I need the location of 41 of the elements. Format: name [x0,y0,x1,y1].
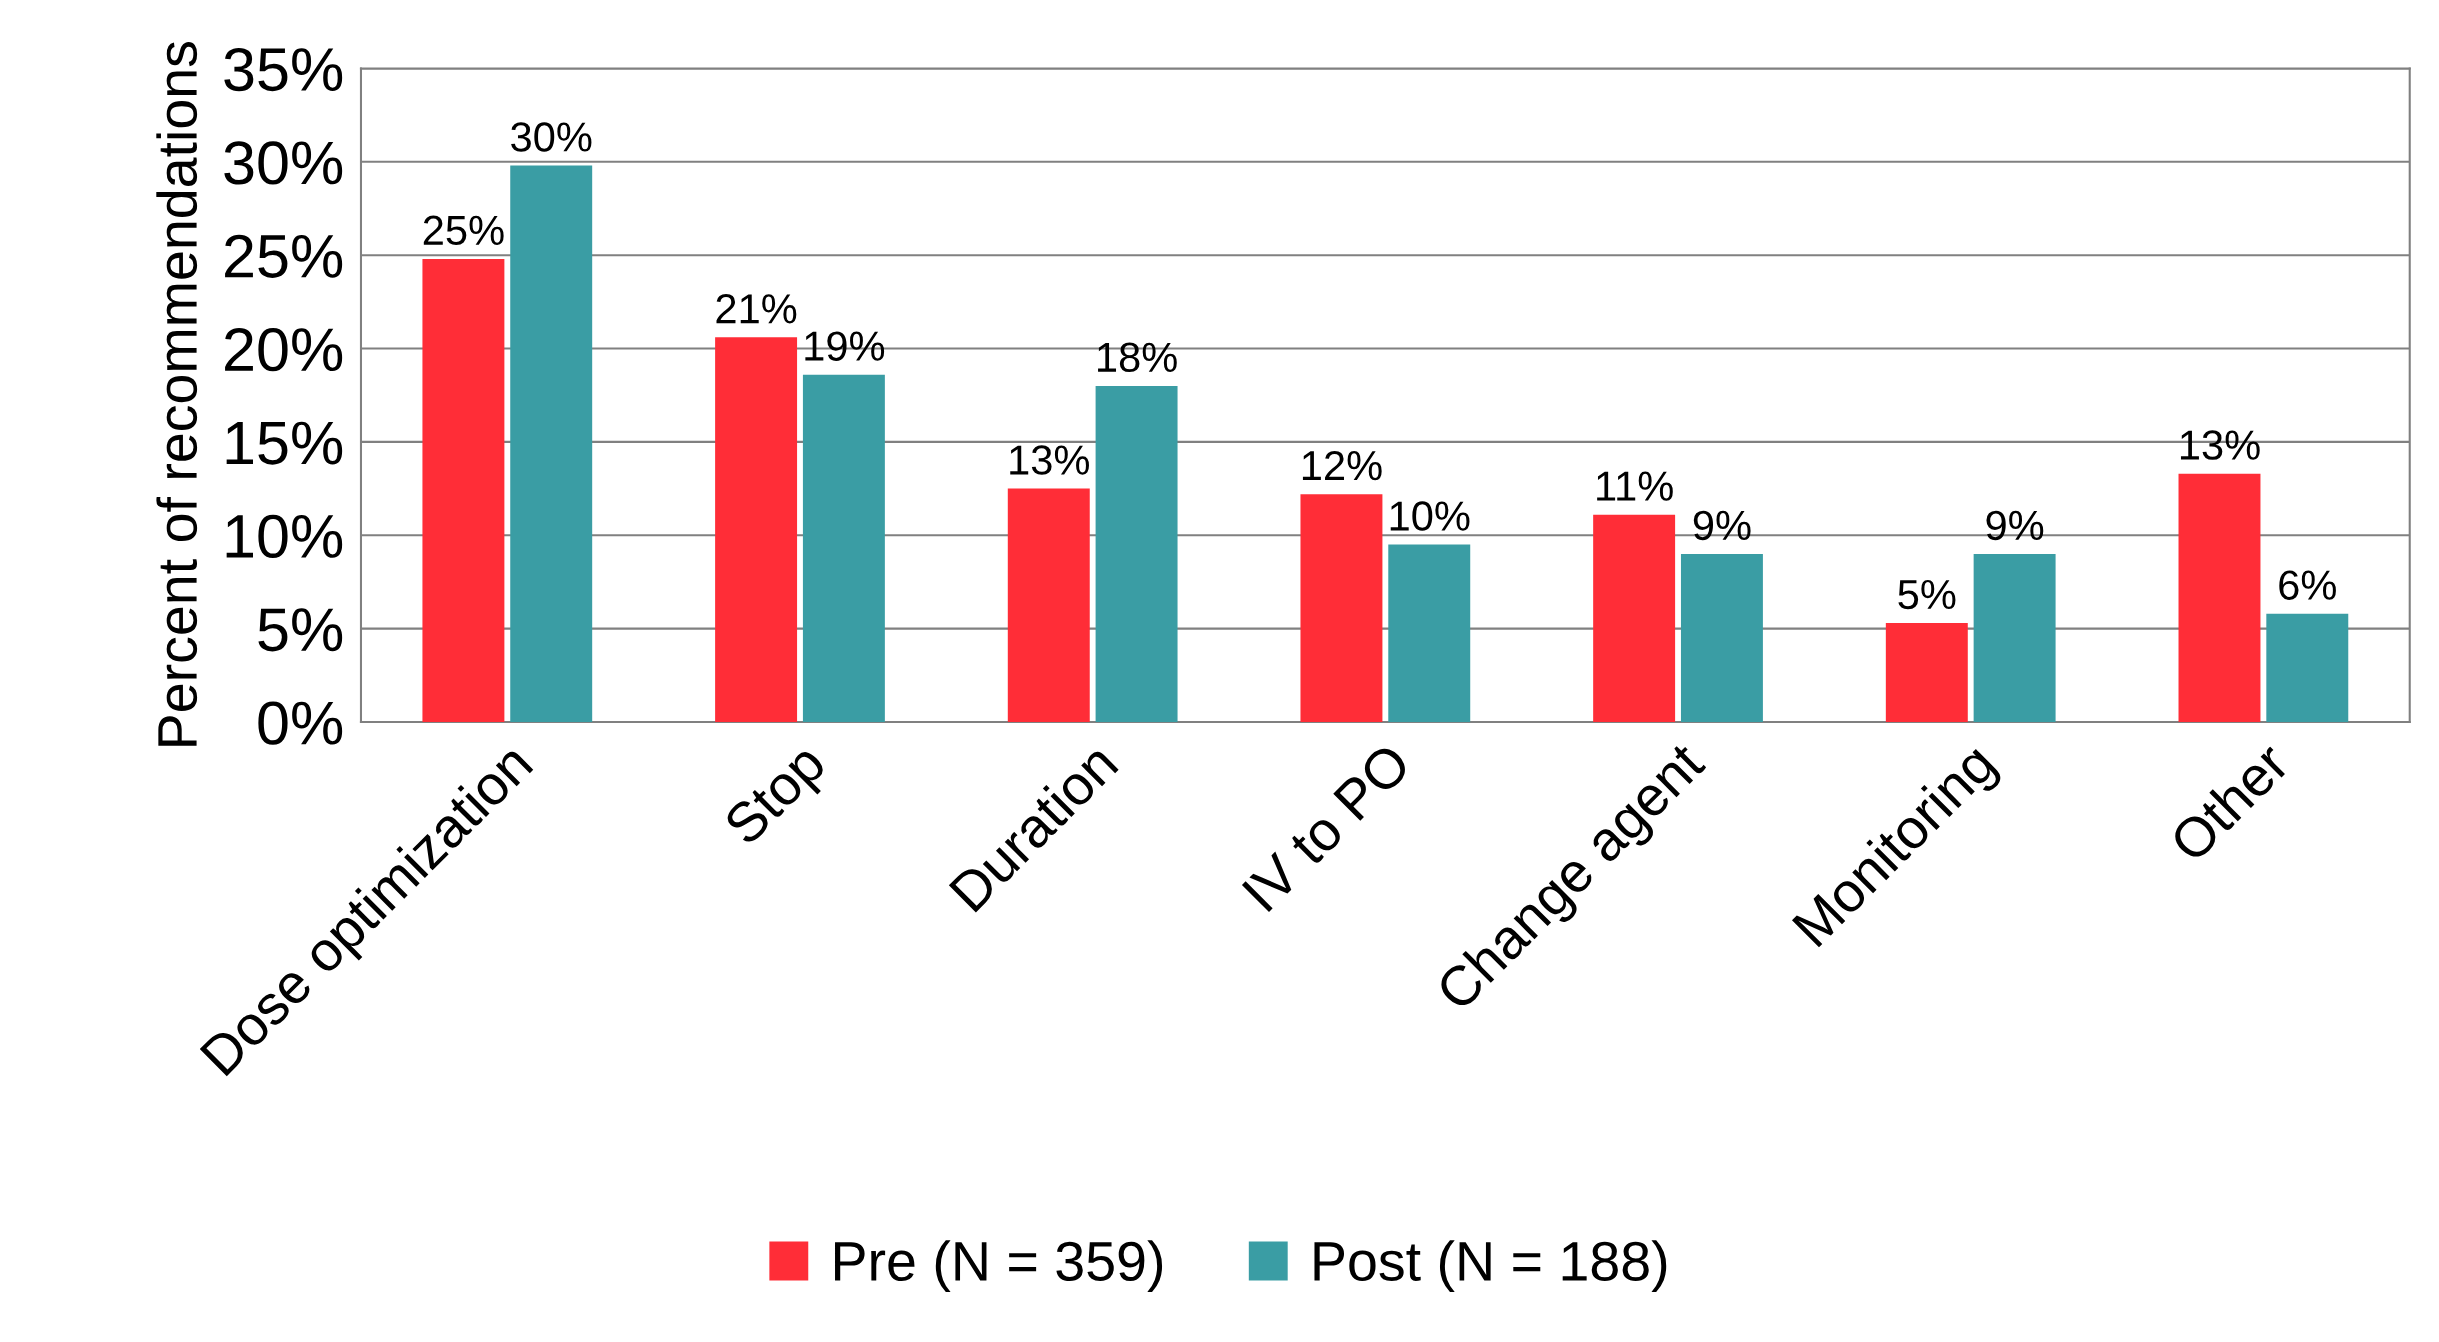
bar [802,374,885,722]
data-label: 25% [423,215,504,246]
bar [422,258,505,722]
data-label: 13% [1010,445,1089,475]
data-label: 11% [1597,471,1673,501]
legend-label: Pre (N = 359) [835,1240,1163,1292]
y-tick-label: 25% [225,234,343,278]
bar [1388,544,1471,722]
y-tick-label: 15% [226,421,343,465]
bar [510,165,593,722]
y-tick-label: 0% [258,701,343,745]
data-label: 13% [2180,430,2260,460]
legend-label: Post (N = 188) [1314,1240,1667,1292]
bar [1095,385,1178,722]
y-tick-label: 30% [224,141,343,185]
y-tick-label: 20% [225,328,343,372]
y-tick-label: 35% [224,47,343,92]
x-tick-label: Stop [722,741,835,855]
bar [1593,514,1676,722]
bar [1680,553,1763,722]
bar [1973,553,2056,722]
bar [715,337,798,722]
x-tick-label: IV to PO [1241,741,1413,913]
data-label: 9% [1693,510,1751,541]
y-tick-label: 5% [258,608,343,652]
bar [1885,623,1968,722]
bar [2178,473,2261,722]
bar [1300,494,1383,722]
data-label: 19% [805,331,885,361]
data-label: 9% [1986,510,2044,541]
data-label: 6% [2279,570,2336,600]
data-label: 21% [716,294,797,324]
data-label: 18% [1098,342,1177,373]
data-label: 12% [1302,450,1382,481]
y-axis-title: Percent of recommendations [156,42,198,746]
data-label: 30% [511,122,592,152]
y-tick-label: 10% [226,514,343,559]
data-label: 5% [1898,579,1956,610]
data-label: 10% [1390,501,1470,531]
bar [1007,488,1090,722]
bar [2266,613,2349,722]
